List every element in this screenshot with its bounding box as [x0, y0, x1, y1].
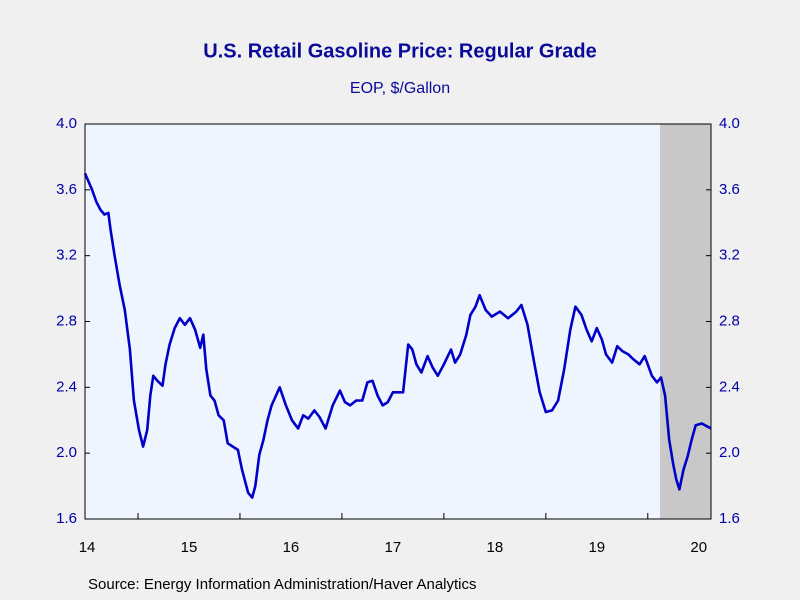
source-note: Source: Energy Information Administratio… [88, 576, 477, 593]
y2-tick-label: 2.0 [719, 444, 740, 461]
y2-tick-label: 2.4 [719, 378, 740, 395]
y-tick-label: 2.0 [56, 444, 77, 461]
y2-tick-label: 1.6 [719, 510, 740, 527]
x-tick-label: 20 [690, 539, 707, 556]
x-tick-label: 18 [487, 539, 504, 556]
y-tick-label: 4.0 [56, 115, 77, 132]
y2-tick-label: 4.0 [719, 115, 740, 132]
x-tick-label: 17 [385, 539, 402, 556]
y-tick-label: 3.6 [56, 181, 77, 198]
plot-area [85, 124, 711, 519]
y2-tick-label: 2.8 [719, 312, 740, 329]
marks [83, 124, 712, 519]
price-line [83, 172, 712, 499]
y-tick-label: 3.2 [56, 247, 77, 264]
x-tick-label: 15 [181, 539, 198, 556]
x-tick-label: 14 [79, 539, 96, 556]
chart-title: U.S. Retail Gasoline Price: Regular Grad… [203, 40, 596, 62]
y-tick-label: 2.4 [56, 378, 77, 395]
y-tick-label: 2.8 [56, 312, 77, 329]
y2-tick-label: 3.6 [719, 181, 740, 198]
recession-shade [660, 124, 711, 519]
y2-tick-label: 3.2 [719, 247, 740, 264]
x-tick-label: 19 [588, 539, 605, 556]
y-tick-label: 1.6 [56, 510, 77, 527]
x-tick-label: 16 [283, 539, 300, 556]
chart-subtitle: EOP, $/Gallon [350, 80, 450, 97]
